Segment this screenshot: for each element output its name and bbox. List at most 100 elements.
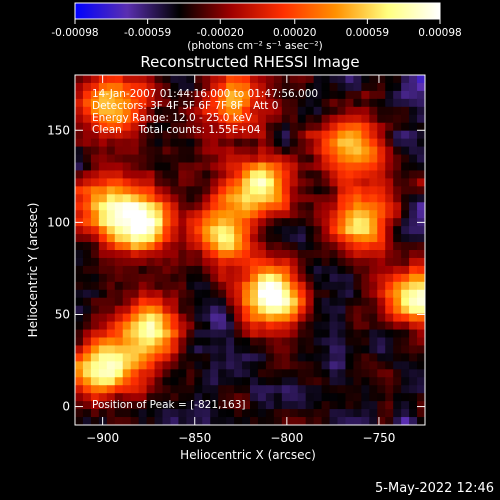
heatmap-cell [257, 281, 267, 291]
heatmap-cell [194, 305, 203, 315]
heatmap-cell [162, 393, 172, 402]
heatmap-cell [130, 90, 140, 100]
heatmap-cell [393, 385, 402, 394]
heatmap-cell [234, 329, 243, 339]
heatmap-cell [98, 305, 108, 315]
heatmap-cell [114, 377, 124, 386]
heatmap-cell [218, 154, 227, 164]
heatmap-cell [393, 321, 402, 331]
heatmap-cell [409, 345, 418, 354]
heatmap-cell [234, 82, 243, 92]
heatmap-cell [162, 313, 172, 323]
heatmap-cell [162, 321, 172, 331]
heatmap-cell [353, 122, 362, 132]
heatmap-cell [154, 178, 164, 187]
heatmap-cell [321, 393, 331, 402]
heatmap-cell [401, 313, 410, 323]
heatmap-cell [138, 138, 148, 148]
heatmap-cell [257, 273, 267, 283]
heatmap-cell [385, 377, 394, 386]
heatmap-cell [265, 401, 275, 410]
heatmap-cell [234, 353, 243, 362]
heatmap-cell [385, 305, 394, 315]
heatmap-cell [337, 281, 347, 291]
heatmap-cell [369, 329, 378, 339]
heatmap-cell [361, 329, 370, 339]
heatmap-cell [273, 130, 283, 140]
heatmap-cell [138, 337, 148, 347]
heatmap-cell [234, 194, 243, 203]
heatmap-cell [194, 210, 203, 219]
heatmap-cell [385, 234, 394, 243]
heatmap-cell [273, 369, 283, 378]
heatmap-cell [178, 146, 187, 156]
heatmap-cell [337, 297, 347, 307]
heatmap-cell [377, 106, 386, 116]
heatmap-cell [186, 98, 195, 108]
heatmap-cell [90, 417, 100, 425]
heatmap-cell [377, 82, 386, 92]
heatmap-cell [186, 154, 195, 164]
heatmap-cell [401, 226, 410, 235]
heatmap-cell [178, 417, 187, 425]
heatmap-cell [106, 361, 116, 370]
heatmap-cell [385, 106, 394, 116]
heatmap-cell [210, 250, 219, 259]
heatmap-cell [281, 353, 291, 362]
heatmap-cell [329, 154, 339, 164]
heatmap-cell [234, 409, 243, 418]
heatmap-cell [273, 385, 283, 394]
annotation-time-range: 14-Jan-2007 01:44:16.000 to 01:47:56.000 [92, 88, 319, 100]
heatmap-cell [417, 146, 425, 156]
heatmap-cell [98, 202, 108, 211]
heatmap-cell [234, 377, 243, 386]
heatmap-cell [409, 218, 418, 227]
heatmap-cell [305, 210, 315, 219]
heatmap-cell [337, 321, 347, 331]
heatmap-cell [273, 75, 283, 84]
heatmap-cell [82, 186, 92, 195]
heatmap-cell [154, 417, 164, 425]
heatmap-cell [154, 409, 164, 418]
heatmap-cell [114, 226, 124, 235]
heatmap-cell [289, 194, 299, 203]
heatmap-cell [202, 281, 211, 291]
heatmap-cell [90, 361, 100, 370]
heatmap-cell [393, 90, 402, 100]
heatmap-cell [194, 122, 203, 132]
heatmap-cell [250, 90, 259, 100]
heatmap-cell [369, 250, 378, 259]
heatmap-cell [297, 98, 307, 108]
heatmap-cell [75, 130, 84, 140]
heatmap-cell [401, 305, 410, 315]
heatmap-cell [273, 273, 283, 283]
heatmap-cell [226, 146, 235, 156]
heatmap-cell [257, 226, 267, 235]
heatmap-cell [337, 130, 347, 140]
heatmap-cell [210, 321, 219, 331]
heatmap-cell [329, 281, 339, 291]
heatmap-cell [138, 170, 148, 179]
heatmap-cell [321, 242, 331, 251]
heatmap-cell [90, 321, 100, 331]
heatmap-cell [162, 257, 172, 267]
heatmap-cell [377, 273, 386, 283]
heatmap-cell [417, 90, 425, 100]
heatmap-cell [130, 369, 140, 378]
heatmap-cell [114, 297, 124, 307]
heatmap-cell [122, 82, 132, 92]
heatmap-cell [250, 170, 259, 179]
heatmap-cell [122, 114, 132, 124]
heatmap-cell [361, 401, 370, 410]
heatmap-cell [210, 377, 219, 386]
heatmap-cell [106, 114, 116, 124]
heatmap-cell [138, 226, 148, 235]
heatmap-cell [234, 106, 243, 116]
heatmap-cell [321, 313, 331, 323]
heatmap-cell [353, 257, 362, 267]
heatmap-cell [393, 417, 402, 425]
heatmap-cell [313, 98, 323, 108]
heatmap-cell [114, 122, 124, 132]
heatmap-cell [385, 146, 394, 156]
heatmap-cell [281, 257, 291, 267]
